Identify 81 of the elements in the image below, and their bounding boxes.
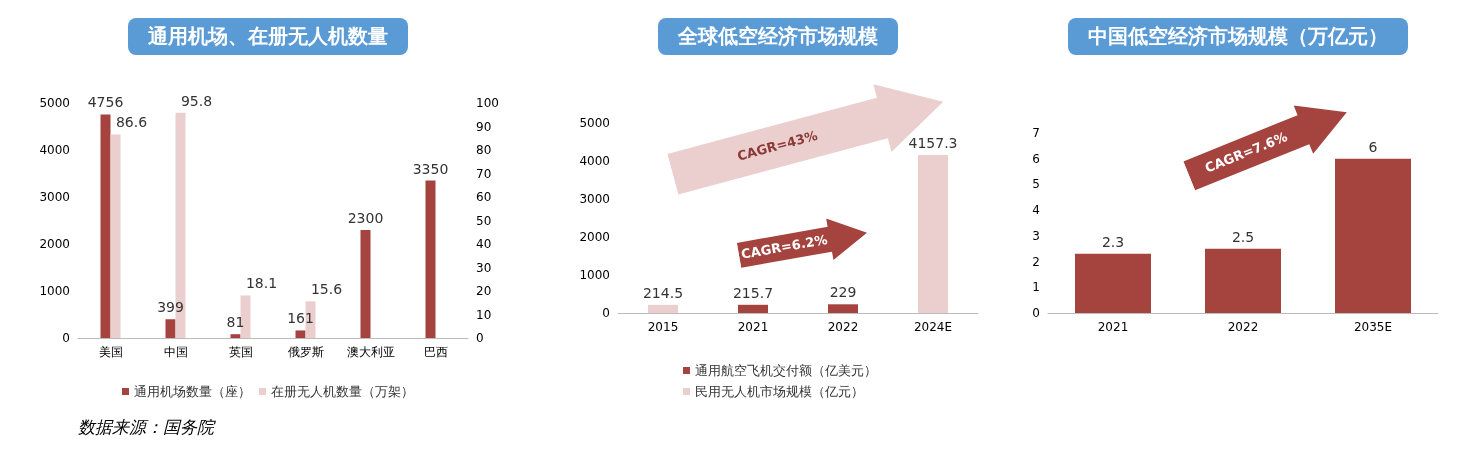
bar [828,304,858,313]
y-tick-label: 5000 [39,96,70,110]
x-tick-label: 英国 [228,345,253,359]
y2-tick-label: 60 [476,190,492,204]
x-tick-label: 巴西 [423,345,448,359]
y-tick-label: 2 [1032,254,1040,269]
data-label: 81 [226,314,245,331]
data-label: 4756 [87,94,124,111]
x-tick-label: 2021 [1097,320,1129,334]
data-label: 161 [287,310,314,327]
legend-label: 民用无人机市场规模（亿元） [695,384,864,399]
data-label: 6 [1368,138,1378,155]
y-tick-label: 7 [1032,126,1040,140]
y-tick-label: 4000 [39,143,70,157]
bar [1205,248,1281,313]
data-label: 215.7 [732,284,774,301]
y-tick-label: 2000 [579,230,610,244]
y-tick-label: 4 [1032,203,1040,218]
chart-title: 全球低空经济市场规模 [658,18,898,55]
x-tick-label: 中国 [163,345,188,359]
y-tick-label: 3000 [579,192,610,206]
y-tick-label: 1000 [39,284,70,298]
x-tick-label: 澳大利亚 [346,345,395,359]
y2-tick-label: 80 [476,143,492,157]
data-label: 95.8 [180,92,213,109]
y-tick-label: 0 [1032,306,1040,320]
y-tick-label: 5000 [579,116,610,130]
bar [295,330,306,338]
y2-tick-label: 20 [476,284,492,298]
bar [165,319,176,338]
data-label: 15.6 [310,281,343,298]
chart-title: 中国低空经济市场规模（万亿元） [1068,18,1408,55]
y-tick-label: 0 [602,306,610,320]
data-label: 214.5 [642,284,684,301]
y-tick-label: 1000 [579,268,610,282]
y-tick-label: 5 [1032,177,1040,192]
y-tick-label: 6 [1032,151,1040,166]
data-label: 2.3 [1101,233,1125,250]
data-label: 2.5 [1231,228,1255,245]
data-label: 229 [829,284,857,301]
data-label: 4157.3 [908,135,958,152]
y-tick-label: 3000 [39,190,70,204]
y-tick-label: 0 [62,331,70,345]
x-tick-label: 2021 [737,320,769,334]
bar [1075,253,1151,313]
y2-tick-label: 100 [476,96,499,110]
bar [648,304,678,313]
x-tick-label: 美国 [98,345,123,359]
y2-tick-label: 10 [476,307,492,322]
bar [230,334,241,338]
y-tick-label: 1 [1032,280,1040,295]
bar [425,180,436,338]
data-label: 3350 [412,160,449,177]
legend-label: 在册无人机数量（万架） [271,384,414,399]
legend-label: 通用航空飞机交付额（亿美元） [695,363,877,378]
data-label: 2300 [347,209,384,226]
bar [1335,158,1411,313]
y-tick-label: 4000 [579,154,610,168]
bar [360,229,371,338]
source-note: 数据来源：国务院 [78,416,214,439]
data-label: 18.1 [245,275,278,292]
legend-label: 通用机场数量（座） [134,384,251,399]
bar [918,155,948,313]
x-tick-label: 2022 [827,320,859,334]
data-label: 399 [157,299,184,316]
x-tick-label: 2024E [913,320,953,334]
y2-tick-label: 90 [476,119,492,134]
y2-tick-label: 50 [476,213,492,228]
y2-tick-label: 70 [476,166,492,181]
x-tick-label: 俄罗斯 [287,345,324,359]
x-tick-label: 2015 [647,320,679,334]
y-tick-label: 3 [1032,228,1040,243]
y2-tick-label: 40 [476,237,492,251]
data-label: 86.6 [115,114,148,131]
x-tick-label: 2035E [1353,320,1393,334]
x-tick-label: 2022 [1227,320,1259,334]
y-tick-label: 2000 [39,237,70,251]
chart-title: 通用机场、在册无人机数量 [128,18,408,55]
bar [738,304,768,313]
y2-tick-label: 0 [476,331,484,345]
y2-tick-label: 30 [476,260,492,275]
